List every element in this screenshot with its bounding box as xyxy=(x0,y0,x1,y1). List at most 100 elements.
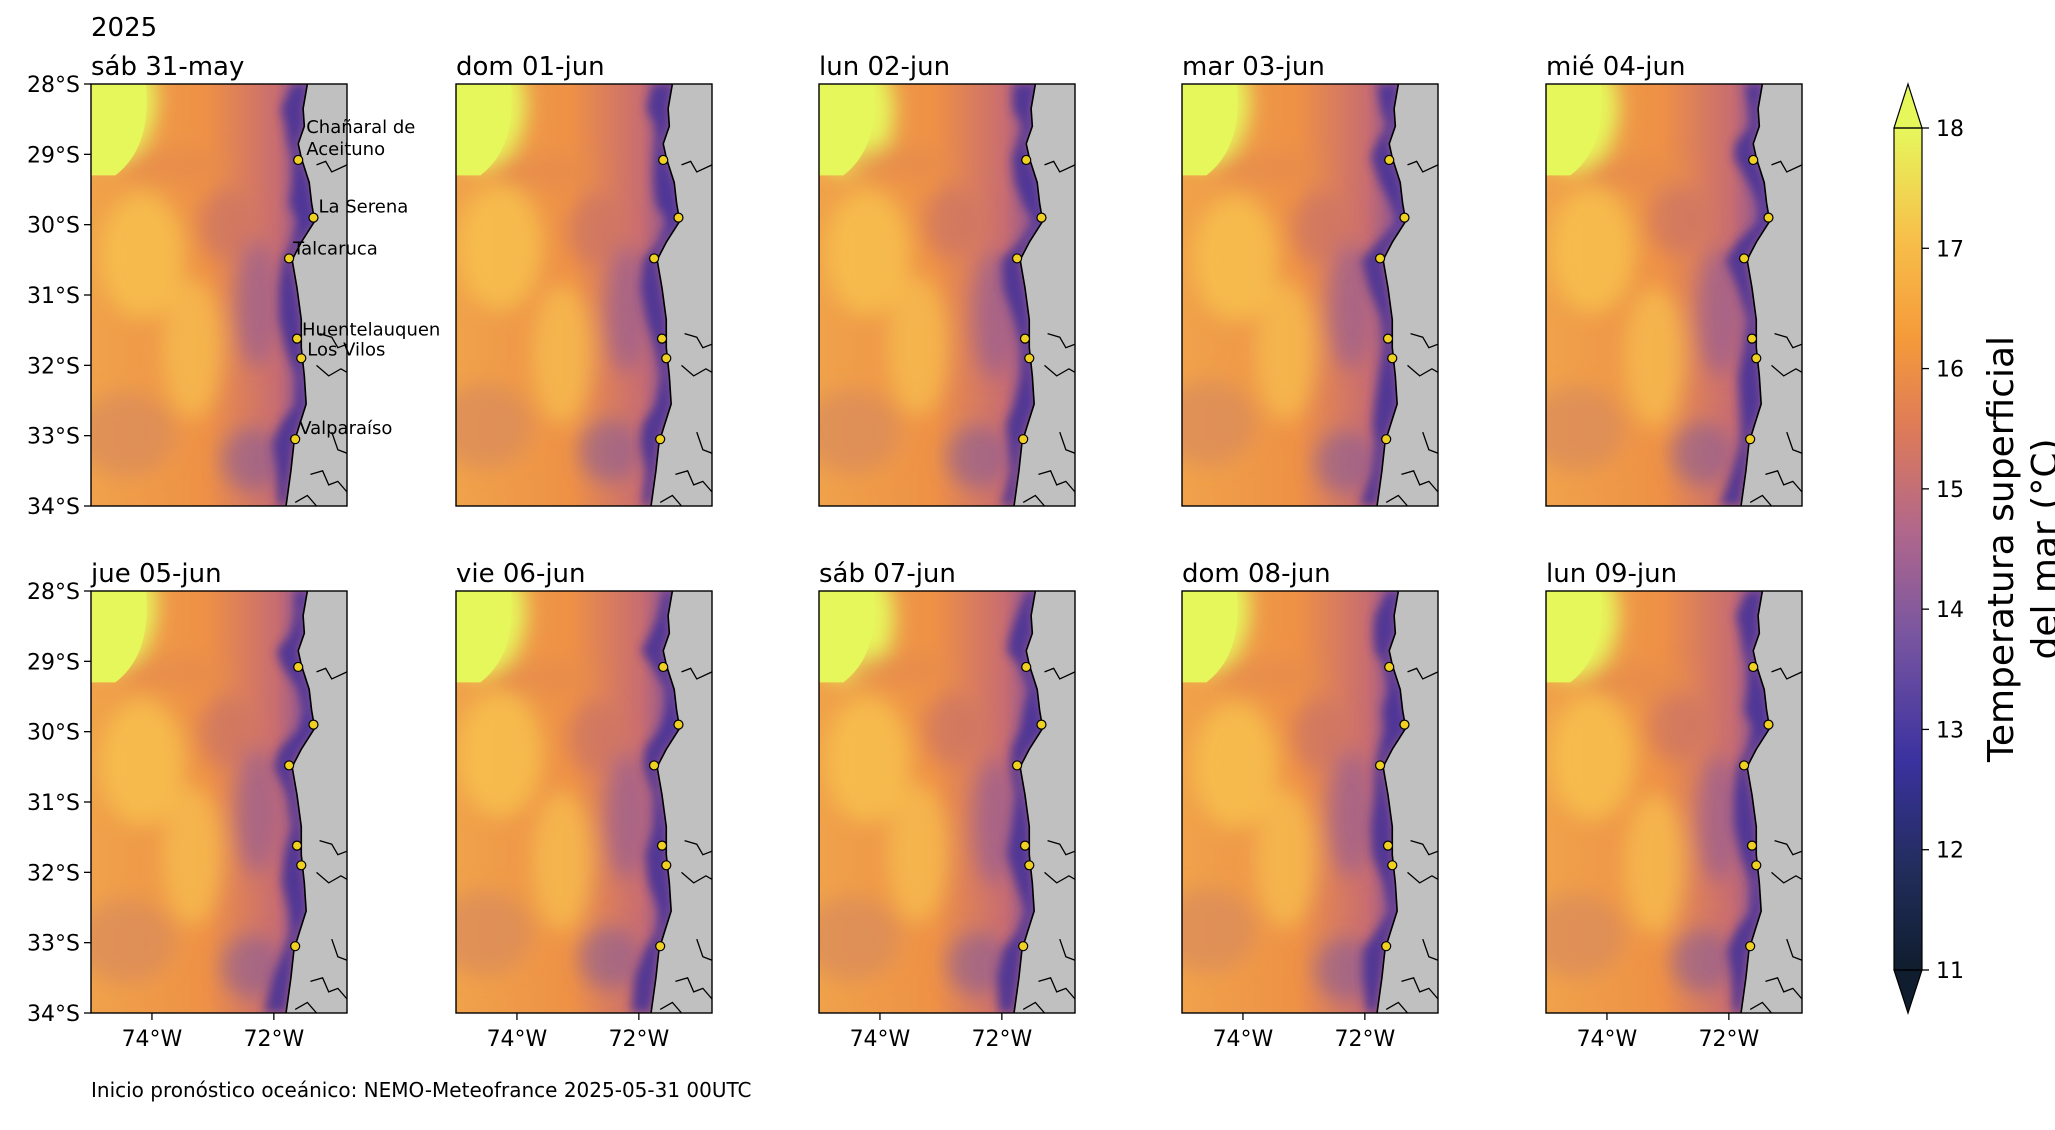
panel-frame xyxy=(1181,83,1439,507)
location-marker xyxy=(1382,333,1394,344)
location-marker xyxy=(1763,212,1774,223)
lat-tick-label: 28°S xyxy=(27,580,80,605)
location-marker xyxy=(1024,860,1035,871)
lon-tick-label: 72°W xyxy=(1698,1027,1759,1052)
location-marker xyxy=(1387,353,1398,364)
map-panel: sáb 07-jun 74°W 72°W xyxy=(818,559,1076,1052)
year-label: 2025 xyxy=(91,13,157,43)
location-marker xyxy=(1745,941,1756,952)
location-label: Valparaíso xyxy=(299,418,392,439)
warm-water-patch xyxy=(91,84,147,176)
admin-border xyxy=(1407,871,1438,884)
location-marker xyxy=(1036,212,1047,223)
admin-border xyxy=(1407,667,1438,680)
sst-pattern xyxy=(91,591,283,999)
panel-title: vie 06-jun xyxy=(456,559,586,589)
panel-title: sáb 07-jun xyxy=(819,559,956,589)
warm-water-patch xyxy=(819,84,875,176)
warm-water-patch xyxy=(91,591,147,683)
location-marker xyxy=(1019,333,1031,344)
map-panel: lun 09-jun 74°W 72°W xyxy=(1545,559,1803,1052)
location-marker xyxy=(1024,353,1035,364)
location-marker xyxy=(1018,941,1029,952)
lat-tick-label: 34°S xyxy=(27,495,80,520)
map-panel: dom 01-jun xyxy=(455,52,713,507)
location-marker xyxy=(1738,760,1750,771)
panel-title: lun 02-jun xyxy=(819,52,950,82)
location-marker xyxy=(656,840,668,851)
lon-tick-label: 74°W xyxy=(487,1027,548,1052)
land-area xyxy=(286,591,347,1013)
panel-title: mar 03-jun xyxy=(1182,52,1325,82)
admin-border xyxy=(1774,333,1802,349)
admin-border xyxy=(1765,977,1802,1000)
admin-border xyxy=(1047,840,1075,856)
lat-tick-label: 29°S xyxy=(27,143,80,168)
panel-title: jue 05-jun xyxy=(90,559,222,589)
location-marker xyxy=(308,719,319,730)
lat-tick-label: 33°S xyxy=(27,425,80,450)
admin-border xyxy=(1771,667,1802,680)
colorbar-gradient xyxy=(1894,128,1922,970)
land-area xyxy=(1014,84,1075,506)
admin-border xyxy=(310,470,347,493)
location-marker xyxy=(1381,434,1392,445)
location-marker xyxy=(656,333,668,344)
land-area xyxy=(1377,591,1438,1013)
location-marker xyxy=(308,212,319,223)
warm-water-patch xyxy=(456,591,512,683)
admin-border xyxy=(319,333,347,349)
colorbar-ticks: 11 12 13 14 15 16 17 18 xyxy=(1922,117,1964,984)
location-marker xyxy=(661,860,672,871)
location-marker xyxy=(293,154,304,166)
sst-colorbar: 11 12 13 14 15 16 17 18 Temperatura superficial… xyxy=(1893,82,2055,1015)
location-marker xyxy=(1738,253,1750,264)
admin-border xyxy=(1059,938,1075,961)
panel-frame xyxy=(455,83,713,507)
colorbar-tick-label: 11 xyxy=(1936,959,1964,984)
warm-water-patch xyxy=(1182,84,1238,176)
admin-border xyxy=(294,494,318,506)
admin-border xyxy=(681,871,712,884)
admin-border xyxy=(659,1001,683,1013)
location-marker xyxy=(296,860,307,871)
admin-border xyxy=(316,667,347,680)
colorbar-label: Temperatura superficialdel mar (°C) xyxy=(1981,336,2055,763)
location-marker xyxy=(1399,719,1410,730)
admin-border xyxy=(1038,977,1075,1000)
admin-border xyxy=(1771,364,1802,377)
admin-border xyxy=(1422,938,1438,961)
map-panel: lun 02-jun xyxy=(818,52,1076,507)
lon-tick-label: 72°W xyxy=(971,1027,1032,1052)
lat-tick-label: 32°S xyxy=(27,861,80,886)
lon-tick-label: 72°W xyxy=(1334,1027,1395,1052)
forecast-panels: sáb 31-may 28°S 29°S 30°S 31°S 32°S 33°S 34°S Ch… xyxy=(27,52,1803,1052)
footer-note: Inicio pronóstico oceánico: NEMO-Meteofr… xyxy=(91,1078,752,1102)
location-marker xyxy=(661,353,672,364)
location-marker xyxy=(1745,434,1756,445)
lat-tick-label: 30°S xyxy=(27,721,80,746)
admin-border xyxy=(316,160,347,173)
admin-border xyxy=(1401,470,1438,493)
location-marker xyxy=(1751,353,1762,364)
location-marker xyxy=(1381,941,1392,952)
location-marker xyxy=(1748,661,1759,673)
sst-pattern xyxy=(1182,84,1376,495)
sst-pattern xyxy=(1546,84,1741,486)
warm-water-patch xyxy=(1182,591,1238,683)
lon-tick-label: 74°W xyxy=(1213,1027,1274,1052)
panel-title: mié 04-jun xyxy=(1546,52,1685,82)
sst-pattern xyxy=(1546,591,1741,993)
panel-frame xyxy=(1181,590,1439,1014)
admin-border xyxy=(1038,470,1075,493)
location-marker xyxy=(1374,760,1386,771)
map-panel: mar 03-jun xyxy=(1181,52,1439,507)
admin-border xyxy=(1385,494,1409,506)
admin-border xyxy=(294,1001,318,1013)
lat-tick-label: 28°S xyxy=(27,73,80,98)
lon-tick-label: 72°W xyxy=(608,1027,669,1052)
admin-border xyxy=(1786,431,1802,454)
admin-border xyxy=(1410,840,1438,856)
admin-border xyxy=(1047,333,1075,349)
admin-border xyxy=(1044,364,1075,377)
